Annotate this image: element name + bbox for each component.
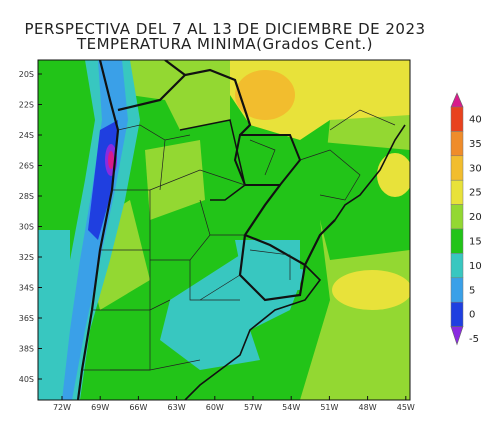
- colorbar-label: 40: [469, 115, 482, 126]
- lat-label: 34S: [19, 284, 34, 293]
- colorbar-bottom-arrow: [450, 326, 464, 346]
- map-frame: [37, 59, 411, 401]
- lon-label: 69W: [91, 403, 109, 412]
- colorbar-label: 35: [469, 139, 482, 150]
- lat-label: 28S: [19, 192, 34, 201]
- lat-label: 20S: [19, 70, 34, 79]
- lon-label: 45W: [397, 403, 415, 412]
- colorbar-label: -5: [469, 334, 479, 345]
- title-line-1: PERSPECTIVA DEL 7 AL 13 DE DICIEMBRE DE …: [24, 20, 426, 38]
- colorbar-label: 0: [469, 310, 475, 321]
- lon-label: 48W: [359, 403, 377, 412]
- lon-label: 72W: [53, 403, 71, 412]
- lat-label: 38S: [19, 345, 34, 354]
- colorbar-segment: [450, 228, 464, 254]
- latitude-axis: 20S 22S 24S 26S 28S 30S 32S 34S 36S 38S 40S: [19, 70, 42, 384]
- lat-label: 36S: [19, 314, 34, 323]
- colorbar-segment: [450, 131, 464, 157]
- colorbar-label: 20: [469, 212, 482, 223]
- longitude-axis: 72W 69W 66W 63W 60W 57W 54W 51W 48W 45W: [53, 396, 415, 412]
- lat-label: 24S: [19, 131, 34, 140]
- lat-label: 26S: [19, 162, 34, 171]
- colorbar-label: 25: [469, 188, 482, 199]
- title-line-2: TEMPERATURA MINIMA(Grados Cent.): [76, 35, 374, 53]
- lat-label: 22S: [19, 101, 34, 110]
- colorbar-segment: [450, 106, 464, 132]
- colorbar-segment: [450, 253, 464, 279]
- lon-label: 60W: [206, 403, 224, 412]
- colorbar-segment: [450, 301, 464, 327]
- colorbar-segment: [450, 204, 464, 230]
- colorbar-label: 10: [469, 261, 482, 272]
- colorbar: 40 35 30 25 20 15 10 5 0 -5: [450, 92, 482, 346]
- lon-label: 51W: [320, 403, 338, 412]
- colorbar-label: 5: [469, 285, 475, 296]
- colorbar-segment: [450, 277, 464, 303]
- colorbar-label: 30: [469, 163, 482, 174]
- colorbar-segment: [450, 155, 464, 181]
- lon-label: 63W: [168, 403, 186, 412]
- lat-label: 30S: [19, 223, 34, 232]
- lon-label: 54W: [282, 403, 300, 412]
- lon-label: 57W: [244, 403, 262, 412]
- colorbar-segment: [450, 179, 464, 205]
- lat-label: 32S: [19, 253, 34, 262]
- colorbar-top-arrow: [450, 92, 464, 108]
- colorbar-label: 15: [469, 237, 482, 248]
- lat-label: 40S: [19, 375, 34, 384]
- borders: [76, 60, 406, 400]
- temperature-field: [38, 60, 410, 400]
- lon-label: 66W: [129, 403, 147, 412]
